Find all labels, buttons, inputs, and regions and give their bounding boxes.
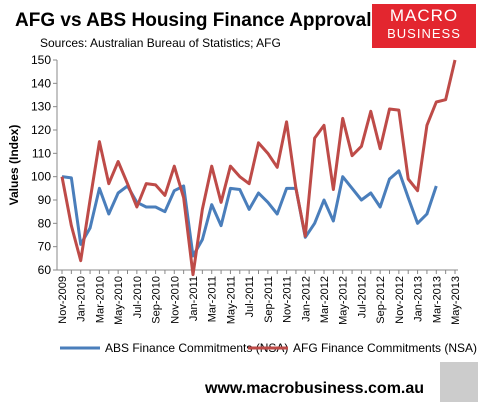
x-tick-label: Jan-2011 xyxy=(188,276,200,321)
y-tick-label: 110 xyxy=(32,146,51,160)
x-tick-label: Jan-2013 xyxy=(413,276,425,322)
chart-title: AFG vs ABS Housing Finance Approvals xyxy=(15,10,382,31)
y-tick-label: 80 xyxy=(38,216,52,230)
x-tick-label: May-2013 xyxy=(450,276,462,325)
x-tick-label: May-2010 xyxy=(113,276,125,325)
x-tick-label: Nov-2011 xyxy=(282,276,294,323)
x-tick-label: Sep-2012 xyxy=(375,276,387,324)
x-tick-label: May-2011 xyxy=(225,276,237,324)
x-tick-label: Jul-2011 xyxy=(244,276,256,317)
y-tick-label: 120 xyxy=(31,123,51,137)
x-tick-label: Mar-2012 xyxy=(319,276,331,323)
x-tick-label: Sep-2010 xyxy=(151,276,163,324)
x-tick-label: Nov-2009 xyxy=(57,276,69,324)
series-line xyxy=(61,169,438,258)
x-tick-label: Mar-2010 xyxy=(94,276,106,323)
x-tick-label: Nov-2012 xyxy=(394,276,406,324)
y-tick-label: 60 xyxy=(38,263,52,277)
chart-subtitle: Sources: Australian Bureau of Statistics… xyxy=(40,36,281,50)
y-tick-label: 70 xyxy=(38,240,52,254)
x-tick-label: Mar-2013 xyxy=(431,276,443,323)
x-tick-label: Nov-2010 xyxy=(169,276,181,324)
y-tick-label: 130 xyxy=(31,100,51,114)
x-tick-label: Mar-2011 xyxy=(207,276,219,322)
logo-text: BUSINESS xyxy=(387,26,461,41)
wolf-icon xyxy=(440,362,478,402)
logo-box xyxy=(372,4,476,48)
x-tick-label: Jul-2010 xyxy=(132,276,144,318)
y-tick-label: 90 xyxy=(38,193,52,207)
x-tick-label: Jan-2012 xyxy=(300,276,312,322)
x-tick-label: Jan-2010 xyxy=(76,276,88,322)
x-tick-label: Jul-2012 xyxy=(356,276,368,318)
series-line xyxy=(60,59,457,277)
y-tick-label: 100 xyxy=(31,170,51,184)
logo-text: MACRO xyxy=(390,6,458,25)
x-tick-label: May-2012 xyxy=(338,276,350,325)
legend-label: AFG Finance Commitments (NSA) xyxy=(293,341,477,355)
y-axis-label: Values (Index) xyxy=(7,125,21,206)
x-tick-label: Sep-2011 xyxy=(263,276,275,323)
y-tick-label: 140 xyxy=(31,76,51,90)
y-tick-label: 150 xyxy=(31,53,51,67)
footer: www.macrobusiness.com.au xyxy=(204,380,424,397)
legend-label: ABS Finance Commitments (NSA) xyxy=(105,341,288,355)
